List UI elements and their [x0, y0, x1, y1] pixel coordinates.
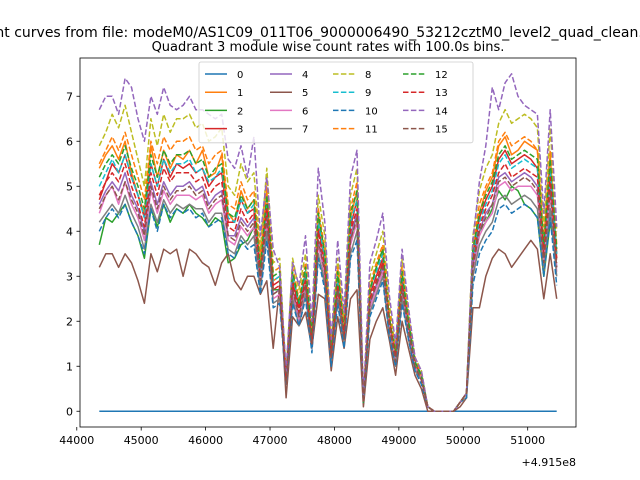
series-line-15 [98, 176, 558, 413]
x-tick-label: 51000 [510, 434, 545, 447]
x-tick-label: 44000 [59, 434, 94, 447]
legend-label-3: 3 [237, 125, 243, 136]
legend-label-12: 12 [435, 70, 448, 81]
y-tick-label: 5 [66, 180, 73, 193]
series-line-12 [98, 145, 558, 413]
series-line-14 [98, 73, 558, 413]
x-tick-label: 49000 [381, 434, 416, 447]
legend-label-1: 1 [237, 88, 243, 99]
y-tick-label: 6 [66, 135, 73, 148]
series-line-10 [98, 203, 558, 413]
axes: 44000 45000 46000 47000 48000 49000 50000 51000… [59, 57, 577, 447]
axes-frame [79, 57, 577, 428]
legend-label-6: 6 [302, 106, 308, 117]
x-tick-label: 46000 [188, 434, 223, 447]
figure-suptitle: Light curves from file: modeM0/AS1C09_01… [0, 25, 640, 41]
y-tick-label: 1 [66, 360, 73, 373]
y-tick-label: 3 [66, 270, 73, 283]
chart-title: Quadrant 3 module wise count rates with … [152, 40, 505, 55]
y-tick-label: 7 [66, 90, 73, 103]
y-tick-label: 2 [66, 315, 73, 328]
x-axis-offset-label: +4.915e8 [522, 456, 576, 469]
y-tick-label: 0 [66, 405, 73, 418]
legend-label-14: 14 [435, 106, 448, 117]
legend-label-13: 13 [435, 88, 448, 99]
legend-label-0: 0 [237, 70, 243, 81]
x-tick-label: 45000 [124, 434, 159, 447]
legend-label-11: 11 [365, 125, 378, 136]
y-tick-label: 4 [66, 225, 73, 238]
legend-box [198, 61, 474, 144]
plot-area [98, 73, 558, 413]
x-tick-label: 48000 [317, 434, 352, 447]
legend-label-2: 2 [237, 106, 243, 117]
legend-label-15: 15 [435, 125, 448, 136]
legend-label-7: 7 [302, 125, 308, 136]
legend-label-5: 5 [302, 88, 308, 99]
legend-label-10: 10 [365, 106, 378, 117]
x-tick-label: 47000 [253, 434, 288, 447]
legend-label-8: 8 [365, 70, 371, 81]
legend-label-9: 9 [365, 88, 371, 99]
x-tick-label: 50000 [446, 434, 481, 447]
legend-label-4: 4 [302, 70, 308, 81]
